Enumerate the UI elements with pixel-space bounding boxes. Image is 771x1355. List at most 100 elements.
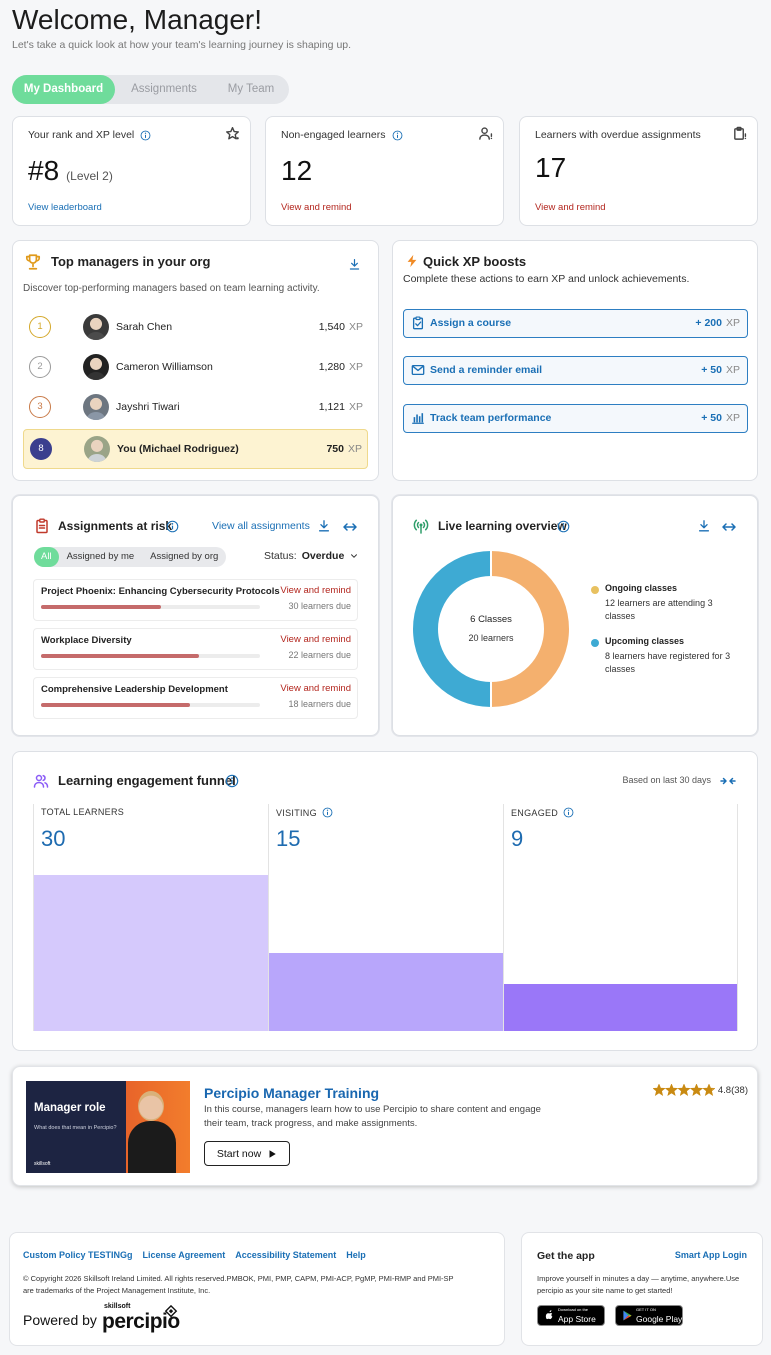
manager-row: 3 Jayshri Tiwari 1,121 XP [23, 388, 368, 428]
icon-shape [39, 518, 45, 523]
assignment-action[interactable]: View and remind [280, 634, 351, 645]
footer-card: Custom Policy TESTINGg License Agreement A… [9, 1232, 505, 1346]
icon-shape [413, 417, 416, 423]
icon-shape [25, 254, 41, 270]
action-xp: + 50 XP [701, 364, 740, 377]
thumbnail-title: Manager role [34, 1102, 106, 1114]
live-icon [413, 519, 429, 534]
rating-text: 4.8(38) [718, 1085, 748, 1096]
expand-icon[interactable] [721, 519, 737, 535]
icon-shape [225, 774, 239, 788]
rank-badge: 3 [29, 396, 51, 418]
stat-value-row: 17 [535, 152, 566, 184]
icon-shape [690, 1084, 702, 1095]
stage-header: TOTAL LEARNERS [41, 807, 124, 817]
view-all-link[interactable]: View all assignments [212, 520, 310, 532]
donut-chart [413, 551, 569, 707]
rating-value: 4.8 [717, 1084, 732, 1096]
icon-shape [396, 132, 398, 134]
avatar [83, 354, 109, 380]
info-icon[interactable] [392, 130, 403, 141]
download-icon[interactable] [348, 258, 361, 271]
stat-icon [479, 127, 493, 140]
store-badge[interactable]: Download on the App Store [537, 1305, 605, 1326]
info-icon[interactable] [140, 130, 151, 141]
stage-value: 15 [276, 826, 301, 851]
icon-shape [698, 520, 710, 532]
collapse-icon[interactable] [720, 773, 736, 789]
info-icon[interactable] [563, 807, 574, 818]
rank-badge: 1 [29, 316, 51, 338]
legend-name: Upcoming classes [605, 636, 685, 646]
quick-xp-card: Quick XP boosts Complete these actions to… [392, 240, 758, 481]
assignment-action[interactable]: View and remind [280, 585, 351, 596]
funnel-column: ENGAGED 9 [503, 804, 738, 1031]
powered-by: Powered by [23, 1312, 97, 1328]
icon-shape [567, 809, 570, 811]
page-title: Welcome, Manager! [12, 4, 263, 35]
stage-value: 9 [511, 826, 524, 851]
tab[interactable]: My Dashboard [12, 75, 115, 104]
assignment-due: 18 learners due [288, 699, 351, 709]
tab[interactable]: Assignments [131, 83, 197, 95]
stat-card: Learners with overdue assignments 17 View … [519, 116, 758, 226]
xp-action-button[interactable]: Send a reminder email + 50 XP [403, 356, 748, 385]
assignment-action[interactable]: View and remind [280, 683, 351, 694]
action-xp: + 200 XP [695, 317, 740, 330]
filter-chip[interactable]: Assigned by me [66, 551, 135, 562]
store-badge[interactable]: GET IT ON Google Play [615, 1305, 683, 1326]
icon-shape [322, 807, 333, 818]
download-icon[interactable] [317, 519, 331, 533]
icon-shape [736, 126, 742, 131]
filter-chip[interactable]: Assigned by org [150, 551, 219, 562]
stat-icon [734, 126, 747, 140]
funnel-bar [504, 984, 737, 1031]
chevron-icon [351, 554, 358, 558]
footer-link[interactable]: Accessibility Statement [235, 1250, 337, 1260]
assignment-name: Project Phoenix: Enhancing Cybersecurity… [41, 586, 280, 597]
assignment-name: Comprehensive Leadership Development [41, 684, 228, 695]
icon-shape [479, 134, 490, 140]
expand-icon[interactable] [342, 519, 358, 535]
icon-shape [628, 1315, 632, 1317]
app-login-link[interactable]: Smart App Login [674, 1250, 747, 1260]
stage-label: TOTAL LEARNERS [41, 807, 125, 817]
icon-shape [231, 777, 233, 779]
stat-link[interactable]: View and remind [535, 202, 606, 213]
course-thumbnail: Manager role What does that mean in Perci… [26, 1081, 190, 1173]
footer-link[interactable]: Help [346, 1250, 366, 1260]
info-icon[interactable] [225, 774, 239, 788]
course-title[interactable]: Percipio Manager Training [204, 1085, 380, 1101]
stat-link[interactable]: View leaderboard [28, 202, 102, 213]
icon-shape [166, 520, 179, 533]
download-icon[interactable] [697, 519, 711, 533]
stat-link[interactable]: View and remind [281, 202, 352, 213]
legend-detail: 8 learners have registered for 3 classes [605, 651, 731, 674]
info-icon[interactable] [322, 807, 333, 818]
info-icon[interactable] [557, 520, 570, 533]
card-title: Top managers in your org [51, 254, 211, 269]
rating-stars [652, 1084, 715, 1096]
status-filter[interactable]: Status: Overdue [264, 550, 359, 562]
xp-action-button[interactable]: Assign a course + 200 XP [403, 309, 748, 338]
tab[interactable]: My Team [227, 83, 275, 95]
icon-shape [653, 1084, 665, 1095]
start-button[interactable]: Start now [204, 1141, 290, 1166]
info-icon[interactable] [166, 520, 179, 533]
icon-shape [392, 130, 402, 140]
icon-shape [562, 523, 565, 525]
presenter-head [138, 1091, 164, 1121]
thumbnail-subtitle: What does that mean in Percipio? [34, 1125, 117, 1131]
stat-header: Learners with overdue assignments [535, 129, 701, 141]
filter-chip[interactable]: All [34, 547, 59, 567]
xp-amount: 750 [326, 443, 344, 455]
xp-amount: 1,121 [318, 401, 345, 413]
footer-link[interactable]: License Agreement [142, 1250, 226, 1260]
action-xp: + 50 XP [701, 412, 740, 425]
stat-label: Non-engaged learners [281, 129, 386, 141]
footer-link[interactable]: Custom Policy TESTINGg [23, 1250, 133, 1260]
icon-shape [407, 254, 417, 268]
copyright: © Copyright 2026 Skillsoft Ireland Limit… [23, 1274, 454, 1295]
xp-action-button[interactable]: Track team performance + 50 XP [403, 404, 748, 433]
icon-shape [623, 1315, 630, 1321]
